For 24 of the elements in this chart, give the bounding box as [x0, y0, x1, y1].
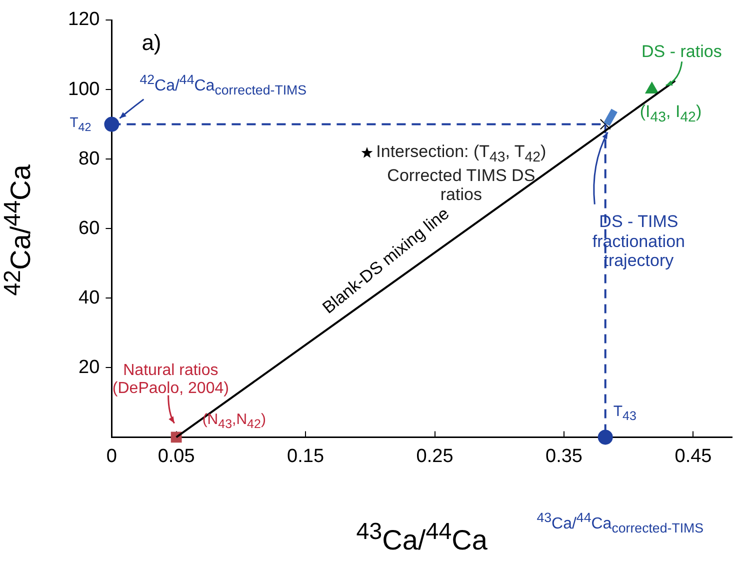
y-tick-label: 100 [68, 78, 100, 100]
y-tick-label: 80 [78, 148, 100, 170]
text: $^{43}$Ca/$^{44}$Ca$_{corrected-TIMS}$ [536, 510, 705, 536]
y-tick-label: 40 [78, 287, 100, 308]
x-tick-label: 0.05 [158, 446, 195, 467]
annotation: DS - ratios [640, 42, 723, 62]
annotation: a) [142, 30, 162, 56]
x-axis-title: $^{43}$Ca/$^{44}$Ca [356, 518, 488, 556]
annotation: T$_{42}$ [70, 114, 92, 135]
y-tick-label: 20 [78, 356, 100, 378]
annotation: (I$_{43}$, I$_{42}$) [640, 102, 703, 126]
annotation: DS - TIMS fractionation trajectory [591, 212, 686, 271]
x-tick-label: 0.15 [287, 446, 324, 467]
x-tick-label: 0.45 [674, 446, 712, 467]
y-tick-label: 120 [68, 9, 100, 30]
annotation: $^{42}$Ca/$^{44}$Ca$_{corrected-TIMS}$ [140, 72, 308, 98]
annotation: Intersection: (T$_{43}$, T$_{42}$) Corrected TIMS DS ratios [375, 142, 548, 205]
annotation: (N$_{43}$,N$_{42}$) [202, 411, 267, 432]
annotation: T$_{43}$ [613, 403, 638, 424]
x-tick-label: 0 [106, 446, 117, 467]
x-tick-label: 0.25 [416, 446, 454, 467]
annotation: Natural ratios (DePaolo, 2004) [112, 362, 230, 399]
x-tick-label: 0.35 [546, 446, 582, 467]
y-tick-label: 60 [78, 218, 100, 239]
